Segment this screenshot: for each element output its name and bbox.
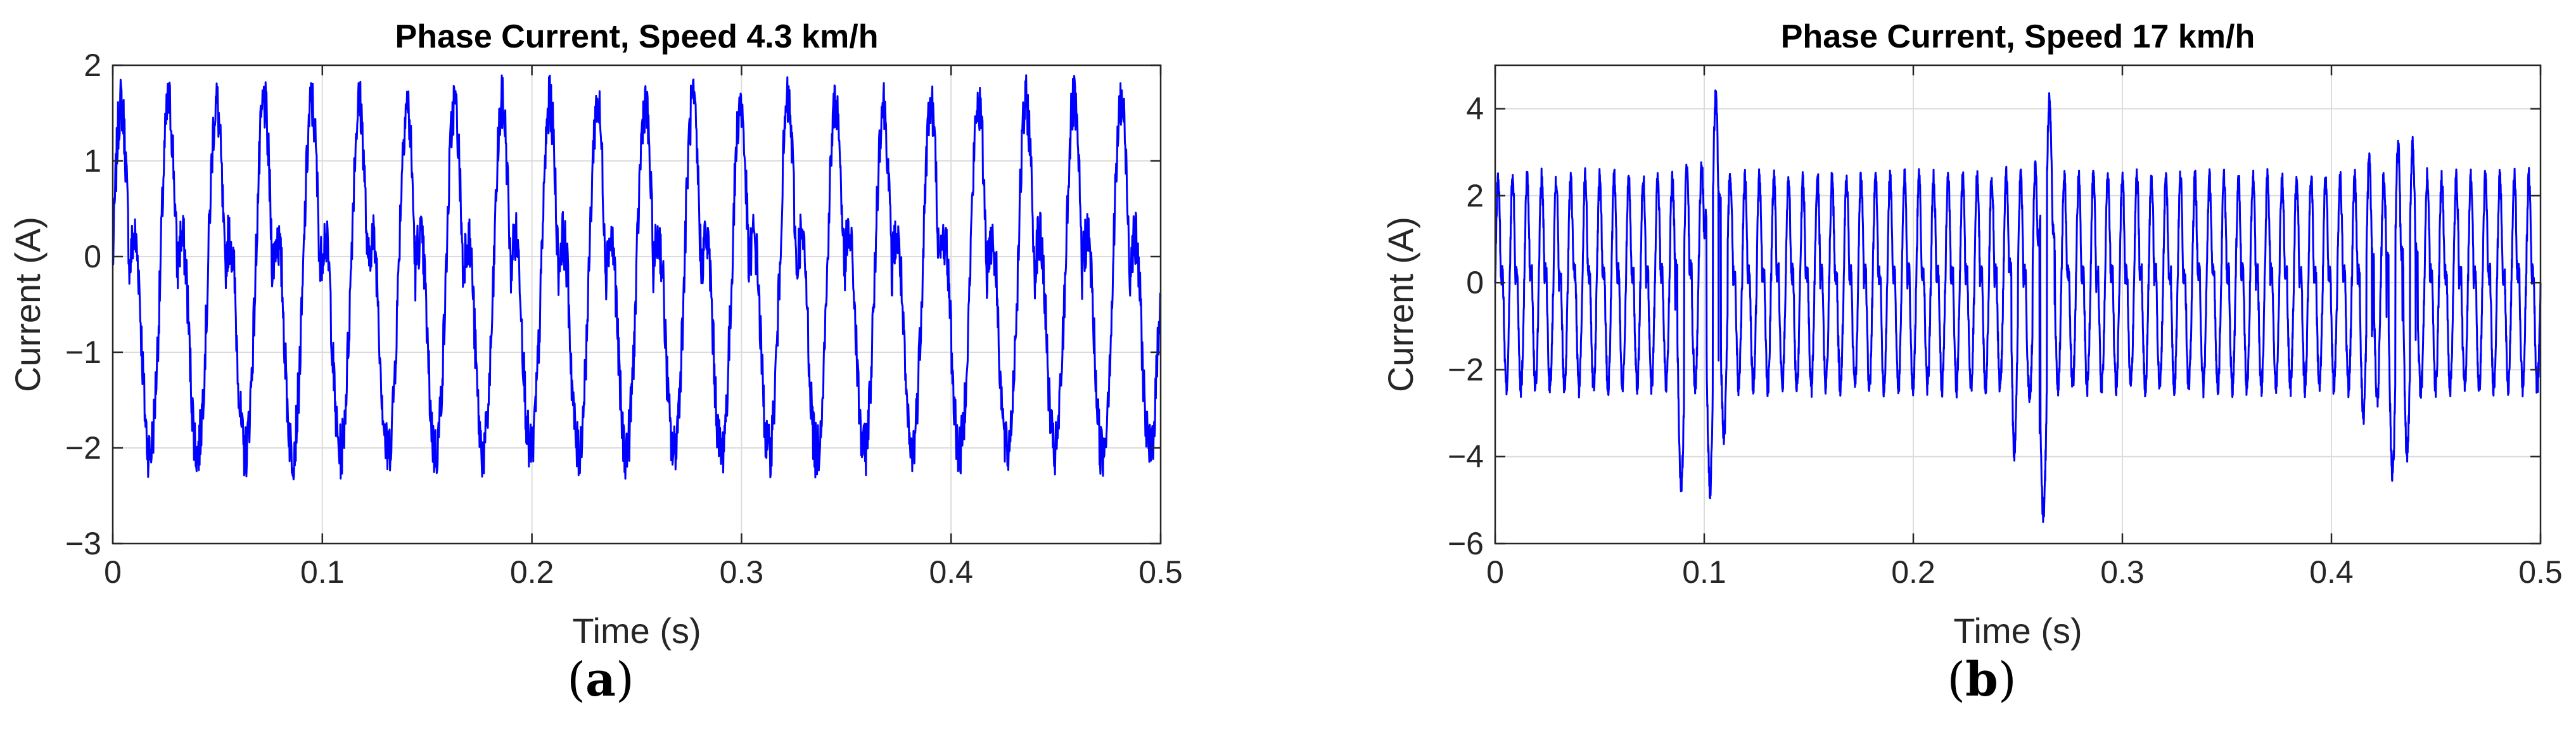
y-tick-label: 0 xyxy=(84,239,101,274)
chart-title: Phase Current, Speed 17 km/h xyxy=(1781,18,2255,55)
x-tick-label: 0.5 xyxy=(2518,554,2563,590)
panel-label-a-letter: a xyxy=(585,653,616,707)
y-tick-label: −2 xyxy=(1448,352,1484,387)
x-axis-label: Time (s) xyxy=(1953,611,2082,651)
panel-label-b: (b) xyxy=(1947,653,2017,707)
x-tick-label: 0.2 xyxy=(510,554,554,590)
y-tick-label: 2 xyxy=(84,48,101,83)
y-tick-label: −1 xyxy=(65,335,101,370)
axes-box xyxy=(112,64,1162,545)
panel-label-a: (a) xyxy=(567,653,634,707)
x-tick-label: 0.4 xyxy=(929,554,973,590)
chart-panel-b: 0 0.1 0.2 0.3 0.4 0.5 −6 −4 −2 0 2 4 Phase Current, … xyxy=(1380,18,2563,651)
x-tick-label: 0.1 xyxy=(1682,554,1726,590)
x-tick-label: 0.3 xyxy=(720,554,764,590)
y-tick-label: 1 xyxy=(84,143,101,179)
y-axis-label: Current (A) xyxy=(1380,217,1420,392)
y-tick-label: 4 xyxy=(1466,91,1484,127)
x-tick-label: 0.2 xyxy=(1891,554,1935,590)
axes-box xyxy=(1494,64,2542,545)
y-tick-label: 2 xyxy=(1466,178,1484,214)
x-tick-label: 0.3 xyxy=(2100,554,2145,590)
x-tick-label: 0.4 xyxy=(2309,554,2354,590)
series-line xyxy=(112,74,1162,481)
x-tick-label: 0 xyxy=(1486,554,1504,590)
chart-panel-a: 0 0.1 0.2 0.3 0.4 0.5 −3 −2 −1 0 1 2 Phase Current, … xyxy=(8,18,1183,651)
series-line xyxy=(1494,89,2542,523)
y-axis-label: Current (A) xyxy=(8,217,48,392)
x-tick-label: 0.5 xyxy=(1138,554,1183,590)
x-axis-label: Time (s) xyxy=(572,611,701,651)
y-tick-label: −6 xyxy=(1448,526,1484,561)
y-tick-label: −2 xyxy=(65,430,101,466)
x-tick-label: 0.1 xyxy=(300,554,345,590)
y-tick-label: 0 xyxy=(1466,265,1484,300)
chart-title: Phase Current, Speed 4.3 km/h xyxy=(395,18,879,55)
y-tick-label: −4 xyxy=(1448,439,1484,475)
x-tick-label: 0 xyxy=(104,554,122,590)
panel-label-b-letter: b xyxy=(1965,653,1998,707)
y-tick-label: −3 xyxy=(65,526,101,561)
